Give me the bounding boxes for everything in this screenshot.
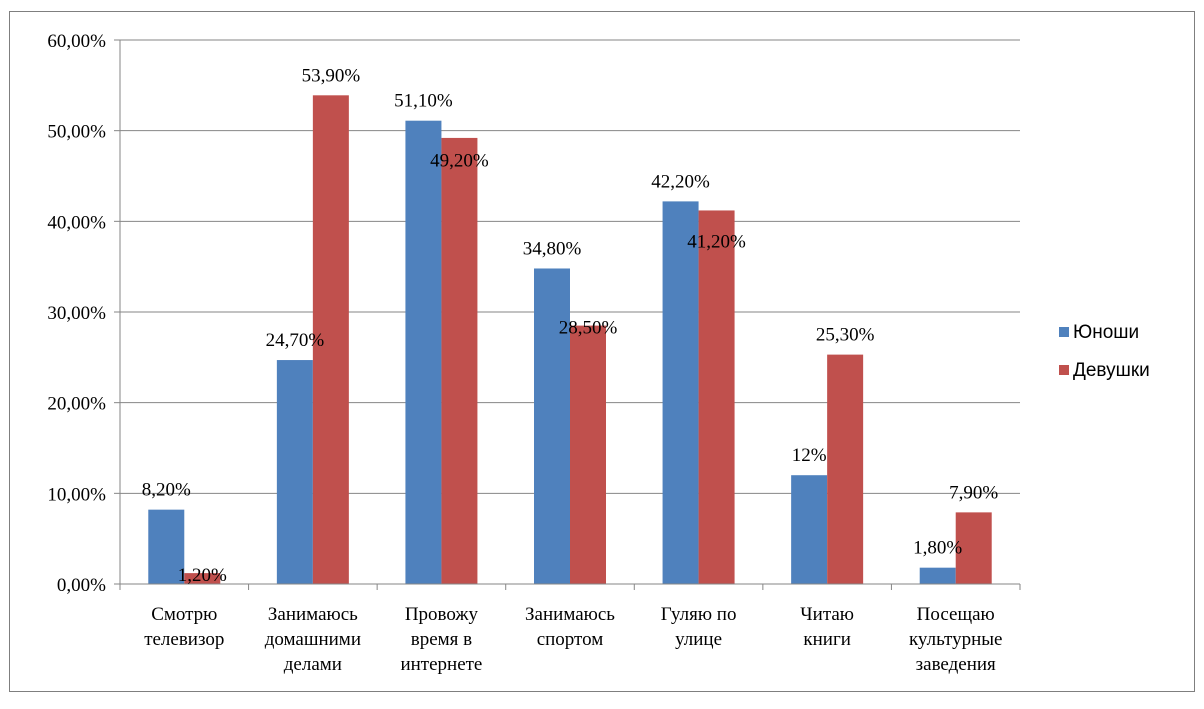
- bar: [570, 325, 606, 584]
- category-label: Занимаюсь спортом: [525, 604, 615, 650]
- bar: [534, 268, 570, 584]
- category-label: Гуляю по улице: [661, 604, 737, 650]
- bar: [148, 509, 185, 584]
- data-label: 12%: [792, 445, 827, 466]
- legend-label: Девушки: [1073, 360, 1150, 381]
- bar: [698, 210, 735, 584]
- category-label-line: Читаю: [800, 604, 854, 625]
- legend-swatch: [1059, 365, 1069, 375]
- bar: [791, 475, 828, 584]
- legend: Юноши Девушки: [1059, 322, 1150, 381]
- bars: [148, 95, 992, 585]
- data-label: 7,90%: [949, 482, 998, 503]
- data-label: 24,70%: [266, 330, 325, 351]
- category-label-line: заведения: [916, 654, 996, 675]
- category-label-line: Гуляю по: [661, 604, 737, 625]
- category-label-line: культурные: [909, 629, 1002, 650]
- data-label: 41,20%: [687, 231, 746, 252]
- y-tick-label: 50,00%: [47, 122, 106, 143]
- bar: [662, 201, 699, 585]
- y-tick-label: 40,00%: [47, 212, 106, 233]
- category-label-line: улице: [675, 629, 722, 650]
- category-label-line: Посещаю: [917, 604, 995, 625]
- y-tick-label: 30,00%: [47, 303, 106, 324]
- data-label: 49,20%: [430, 151, 489, 172]
- bar: [955, 512, 992, 584]
- category-label-line: делами: [284, 654, 342, 675]
- category-label: Читаю книги: [800, 604, 854, 650]
- category-label-line: Смотрю: [151, 604, 217, 625]
- legend-swatch: [1059, 327, 1069, 337]
- bar: [441, 137, 478, 585]
- data-label: 28,50%: [559, 318, 618, 339]
- data-label: 42,20%: [651, 171, 710, 192]
- bar: [405, 120, 442, 585]
- axes: 0,00% 10,00% 20,00% 30,00% 40,00% 50,00% 60,00…: [47, 31, 1021, 675]
- data-label: 53,90%: [302, 65, 361, 86]
- y-tick-label: 60,00%: [47, 31, 106, 52]
- category-label-line: Провожу: [405, 604, 479, 625]
- y-tick-label: 20,00%: [47, 394, 106, 415]
- category-label: Провожу время в интернете: [400, 604, 482, 675]
- y-tick-label: 10,00%: [47, 484, 106, 505]
- category-label: Смотрю телевизор: [144, 604, 224, 650]
- bar: [919, 567, 956, 584]
- category-label-line: спортом: [537, 629, 604, 650]
- data-label: 1,20%: [178, 565, 227, 586]
- category-label: Посещаю культурные заведения: [909, 604, 1002, 675]
- bar: [276, 360, 313, 584]
- data-label: 51,10%: [394, 91, 453, 112]
- data-label: 1,80%: [913, 538, 962, 559]
- category-label-line: телевизор: [144, 629, 224, 650]
- data-labels: 8,20% 1,20% 24,70% 53,90% 51,10% 49,20% 34,80%…: [142, 65, 999, 586]
- gridlines: [120, 39, 1020, 494]
- category-label-line: Занимаюсь: [268, 604, 358, 625]
- category-label: Занимаюсь домашними делами: [265, 604, 361, 675]
- category-label-line: Занимаюсь: [525, 604, 615, 625]
- category-label-line: книги: [803, 629, 851, 650]
- category-label-line: домашними: [265, 629, 361, 650]
- y-tick-label: 0,00%: [57, 575, 106, 596]
- legend-label: Юноши: [1073, 322, 1139, 343]
- category-label-line: время в: [411, 629, 472, 650]
- bar: [827, 354, 864, 584]
- bar: [312, 95, 349, 584]
- data-label: 25,30%: [816, 325, 875, 346]
- data-label: 8,20%: [142, 480, 191, 501]
- bar: [184, 573, 221, 584]
- data-label: 34,80%: [523, 238, 582, 259]
- category-label-line: интернете: [400, 654, 482, 675]
